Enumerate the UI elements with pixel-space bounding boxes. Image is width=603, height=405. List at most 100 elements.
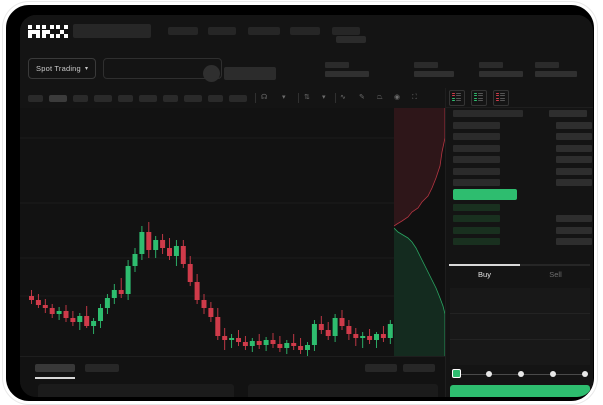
orderbook-ask-row-4[interactable] bbox=[446, 143, 593, 154]
nav-item-2[interactable] bbox=[208, 27, 236, 35]
timeframe-button-4[interactable] bbox=[94, 95, 112, 102]
timeframe-button-9[interactable] bbox=[208, 95, 223, 102]
okx-logo[interactable] bbox=[28, 25, 68, 38]
orderbook-amount bbox=[556, 179, 592, 186]
draw-pencil-icon[interactable]: ✎ bbox=[359, 94, 365, 101]
orderbook-bid-row-4[interactable] bbox=[446, 236, 593, 247]
orderbook-ask-row-7[interactable] bbox=[446, 177, 593, 188]
orderbook-amount bbox=[556, 215, 592, 222]
timeframe-button-2[interactable] bbox=[49, 95, 67, 102]
settings-icon[interactable]: ◉ bbox=[394, 94, 401, 101]
market-depth-overlay bbox=[394, 108, 445, 356]
orderbook-bid-row-2[interactable] bbox=[446, 213, 593, 224]
orderbook-and-order-form: Buy Sell bbox=[445, 88, 593, 397]
orderbook-bid-row-3[interactable] bbox=[446, 225, 593, 236]
header-badge-1 bbox=[336, 36, 366, 43]
orderbook-divider bbox=[446, 107, 593, 108]
market-mode-label: Spot Trading bbox=[36, 64, 81, 73]
orderbook-price bbox=[453, 226, 500, 234]
tab-buy[interactable]: Buy bbox=[478, 270, 491, 279]
compare-icon[interactable]: ⇅ bbox=[304, 94, 310, 101]
ticker-stat-4 bbox=[535, 62, 577, 77]
orderbook-rows[interactable] bbox=[446, 108, 593, 263]
orderbook-ask-row-6[interactable] bbox=[446, 166, 593, 177]
orderbook-asks-icon[interactable] bbox=[493, 90, 509, 106]
nav-item-4[interactable] bbox=[290, 27, 320, 35]
orderbook-price bbox=[453, 179, 500, 186]
price-chart[interactable] bbox=[20, 108, 445, 356]
line-tool-icon[interactable]: ∿ bbox=[340, 94, 346, 101]
orderbook-ask-row-3[interactable] bbox=[446, 131, 593, 142]
volume-histogram bbox=[20, 298, 405, 348]
orderbook-ask-row-5[interactable] bbox=[446, 154, 593, 165]
timeframe-button-7[interactable] bbox=[163, 95, 178, 102]
timeframe-button-3[interactable] bbox=[73, 95, 88, 102]
orderbook-best-price-highlight[interactable] bbox=[453, 188, 517, 200]
orderbook-price bbox=[453, 156, 500, 163]
slider-node-75[interactable] bbox=[550, 370, 556, 377]
slider-node-100[interactable] bbox=[582, 370, 588, 377]
orderbook-amount bbox=[556, 238, 592, 245]
slider-handle[interactable] bbox=[452, 369, 461, 378]
order-field-1[interactable] bbox=[450, 288, 590, 314]
global-search-input[interactable] bbox=[73, 24, 151, 38]
camera-icon[interactable]: ⏢ bbox=[377, 94, 383, 101]
top-navigation-bar bbox=[20, 15, 593, 48]
orderbook-amount bbox=[556, 133, 592, 140]
orderbook-ask-row-1[interactable] bbox=[446, 108, 593, 119]
timeframe-button-5[interactable] bbox=[118, 95, 133, 102]
order-field-3[interactable] bbox=[450, 340, 590, 365]
slider-node-25[interactable] bbox=[486, 370, 492, 377]
amount-percent-slider[interactable] bbox=[452, 369, 590, 379]
active-tab-indicator bbox=[449, 264, 520, 266]
orderbook-price bbox=[453, 110, 523, 117]
orderbook-price bbox=[453, 121, 500, 129]
orderbook-bid-row-1[interactable] bbox=[446, 202, 593, 213]
app-screen: Spot Trading ▾ ▾ bbox=[20, 15, 593, 397]
orderbook-price bbox=[453, 133, 500, 140]
timeframe-button-6[interactable] bbox=[139, 95, 157, 102]
order-field-2[interactable] bbox=[450, 314, 590, 340]
trading-pair-name bbox=[224, 67, 276, 80]
orderbook-amount bbox=[556, 167, 592, 175]
orders-action-1[interactable] bbox=[365, 364, 397, 372]
orders-panel bbox=[20, 356, 445, 397]
timeframe-button-10[interactable] bbox=[229, 95, 247, 102]
indicators-icon[interactable]: ☊ bbox=[261, 94, 268, 101]
nav-item-1[interactable] bbox=[168, 27, 198, 35]
chevron-down-icon[interactable]: ▾ bbox=[282, 94, 286, 101]
ticker-stat-2 bbox=[414, 62, 454, 77]
timeframe-button-8[interactable] bbox=[184, 95, 202, 102]
orderbook-price bbox=[453, 167, 500, 175]
fullscreen-icon[interactable]: ⛶ bbox=[412, 94, 417, 101]
orders-tab-2[interactable] bbox=[85, 364, 119, 372]
orderbook-amount bbox=[556, 121, 592, 129]
orderbook-price bbox=[453, 238, 500, 245]
orders-panel-right[interactable] bbox=[248, 384, 438, 397]
tab-sell[interactable]: Sell bbox=[549, 270, 562, 279]
orders-action-2[interactable] bbox=[403, 364, 435, 372]
orders-panel-left[interactable] bbox=[38, 384, 234, 397]
timeframe-button-1[interactable] bbox=[28, 95, 43, 102]
nav-item-3[interactable] bbox=[248, 27, 280, 35]
chevron-down-icon-2[interactable]: ▾ bbox=[322, 94, 326, 101]
orderbook-price bbox=[453, 203, 500, 211]
slider-node-50[interactable] bbox=[518, 370, 524, 377]
toolbar-divider-3 bbox=[335, 93, 336, 103]
device-bezel: Spot Trading ▾ ▾ bbox=[3, 2, 597, 404]
pair-avatar-icon bbox=[203, 65, 220, 82]
orders-tab-1[interactable] bbox=[35, 364, 75, 372]
order-form-tabs: Buy Sell bbox=[446, 264, 593, 286]
submit-buy-button[interactable] bbox=[450, 385, 590, 397]
orderbook-bids-icon[interactable] bbox=[471, 90, 487, 106]
orderbook-price bbox=[453, 144, 500, 152]
active-tab-underline bbox=[35, 377, 75, 379]
orderbook-ask-row-2[interactable] bbox=[446, 120, 593, 131]
nav-item-5[interactable] bbox=[332, 27, 360, 35]
chart-toolbar: ☊ ▾ ⇅ ▾ ∿ ✎ ⏢ ◉ ⛶ bbox=[20, 88, 445, 109]
orderbook-amount bbox=[556, 156, 592, 163]
market-mode-dropdown[interactable]: Spot Trading ▾ bbox=[28, 58, 96, 79]
orderbook-amount bbox=[556, 144, 592, 152]
toolbar-divider-2 bbox=[298, 93, 299, 103]
orderbook-both-icon[interactable] bbox=[449, 90, 465, 106]
